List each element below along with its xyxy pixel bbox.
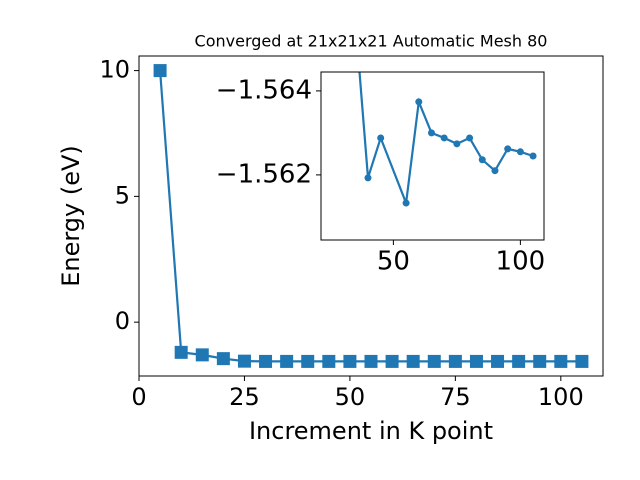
y-tick-label: −1.562 <box>216 159 312 189</box>
marker <box>237 354 251 368</box>
marker <box>343 354 357 368</box>
plot-area <box>153 64 589 368</box>
y-tick-label: 10 <box>99 56 130 84</box>
marker <box>427 354 441 368</box>
y-tick-label: 0 <box>115 307 130 335</box>
marker <box>259 354 273 368</box>
marker <box>554 354 568 368</box>
marker <box>448 354 462 368</box>
marker <box>364 174 372 182</box>
y-tick-label: 5 <box>115 181 130 209</box>
axes-frame <box>320 71 545 241</box>
marker <box>377 134 385 142</box>
marker <box>406 354 420 368</box>
marker <box>195 348 209 362</box>
marker <box>280 354 294 368</box>
x-axis-label: Increment in K point <box>249 417 493 445</box>
plot-area <box>352 16 537 207</box>
marker <box>427 129 435 137</box>
marker <box>491 354 505 368</box>
x-tick-label: 100 <box>538 383 584 411</box>
data-line <box>358 72 534 204</box>
inset-background <box>321 72 544 240</box>
chart-title: Converged at 21x21x21 Automatic Mesh 80 <box>195 32 548 51</box>
marker <box>491 167 499 175</box>
marker <box>478 156 486 164</box>
marker <box>402 199 410 207</box>
marker <box>533 354 547 368</box>
x-tick-label: 0 <box>131 383 146 411</box>
x-tick-label: 25 <box>229 383 260 411</box>
x-tick-label: 75 <box>440 383 471 411</box>
marker <box>174 345 188 359</box>
marker <box>216 352 230 366</box>
axes-frame <box>138 55 604 377</box>
x-tick-label: 50 <box>377 247 410 277</box>
marker <box>301 354 315 368</box>
marker <box>385 354 399 368</box>
marker <box>575 354 589 368</box>
marker <box>466 134 474 142</box>
marker <box>512 354 526 368</box>
marker <box>516 148 524 156</box>
marker <box>504 145 512 153</box>
marker <box>415 98 423 106</box>
y-tick-label: −1.564 <box>216 75 312 105</box>
y-axis-label: Energy (eV) <box>57 145 85 287</box>
marker <box>453 140 461 148</box>
marker <box>352 16 359 23</box>
marker <box>440 134 448 142</box>
marker <box>469 354 483 368</box>
marker <box>322 354 336 368</box>
marker <box>364 354 378 368</box>
x-tick-label: 50 <box>335 383 366 411</box>
marker <box>529 152 537 160</box>
x-tick-label: 100 <box>496 247 546 277</box>
marker <box>153 64 167 78</box>
